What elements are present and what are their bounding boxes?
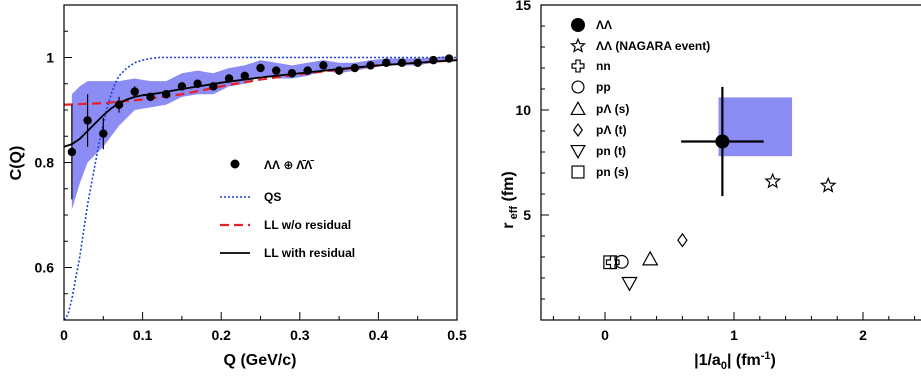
model-curves [64, 56, 457, 320]
marker-cross [571, 59, 585, 73]
marker-square [603, 255, 618, 270]
x-tick-label: 0.1 [133, 327, 153, 343]
legend-label: pΛ (s) [596, 102, 629, 116]
marker-triangle-down [621, 276, 638, 292]
data-point [444, 54, 454, 63]
data-point [193, 79, 202, 88]
left-plot-frame [63, 4, 458, 321]
x-tick-label: 0 [60, 327, 68, 343]
marker-star [764, 172, 782, 189]
data-point [272, 66, 281, 75]
data-point [413, 58, 422, 67]
left-x-axis-label: Q (GeV/c) [224, 352, 297, 369]
legend-label: ΛΛ ⊕ Λ̄Λ̄ [264, 158, 314, 172]
left-chart: 0 0.1 0.2 0.3 0.4 0.5 0.6 0.8 1 ΛΛ ⊕ Λ̄Λ̄ QS LL w/… [8, 4, 467, 369]
scatter-points [603, 86, 837, 292]
right-chart: 0 1 2 5 10 15 ΛΛ ΛΛ (NAGARA event) nn pp pΛ (s) pΛ… [500, 0, 921, 372]
data-point [334, 66, 344, 75]
data-point [303, 66, 312, 75]
data-point [287, 69, 297, 78]
left-legend: ΛΛ ⊕ Λ̄Λ̄ QS LL w/o residual LL with residu… [220, 158, 355, 260]
data-point [382, 58, 391, 67]
left-y-axis-label: C(Q) [8, 146, 25, 181]
marker-diamond [573, 123, 583, 137]
systematic-box-rect [718, 97, 793, 157]
right-x-axis-label: |1/a0| (fm-1) [694, 350, 776, 372]
x-tick-label: 1 [730, 327, 738, 343]
x-tick-label: 0.4 [369, 327, 389, 343]
data-point [99, 129, 108, 138]
marker-star [569, 37, 587, 53]
legend-label: pn (t) [596, 144, 626, 158]
right-axis-ticks: 0 1 2 5 10 15 [515, 0, 916, 343]
data-point [366, 61, 375, 70]
x-tick-label: 0 [601, 327, 609, 343]
marker-triangle-up [570, 100, 586, 116]
x-tick-label: 2 [859, 327, 867, 343]
legend-label: LL w/o residual [264, 218, 351, 232]
marker-circle [571, 80, 585, 94]
x-tick-label: 0.2 [211, 327, 231, 343]
data-point [256, 63, 265, 73]
qs-curve [64, 56, 457, 320]
legend-label: nn [596, 59, 611, 73]
y-tick-label: 1 [46, 50, 54, 66]
data-point [240, 71, 249, 81]
data-points [67, 54, 454, 200]
legend-label: ΛΛ (NAGARA event) [596, 39, 710, 53]
left-axis-ticks: 0 0.1 0.2 0.3 0.4 0.5 0.6 0.8 1 [35, 30, 467, 343]
y-tick-label: 5 [523, 207, 531, 223]
marker-triangle-up [641, 250, 659, 266]
data-point [83, 116, 92, 125]
legend-label: pp [596, 80, 611, 94]
data-point [319, 61, 328, 70]
legend-label: pΛ (t) [596, 123, 627, 137]
data-point [429, 55, 438, 65]
data-point [209, 82, 218, 91]
x-tick-label: 0.3 [290, 327, 310, 343]
legend-label: LL with residual [264, 246, 355, 260]
legend-label: pn (s) [596, 165, 629, 179]
data-point [130, 87, 139, 96]
legend-marker [230, 159, 240, 169]
data-point [161, 90, 171, 99]
data-point [397, 58, 407, 67]
marker-diamond [677, 232, 688, 248]
data-point [177, 82, 187, 91]
data-point [146, 92, 155, 102]
data-point [350, 63, 360, 73]
data-point [114, 100, 124, 109]
y-tick-label: 0.8 [35, 155, 55, 171]
marker-circle [614, 254, 629, 269]
legend-label: ΛΛ [596, 18, 612, 32]
y-tick-label: 10 [515, 102, 531, 118]
marker-triangle-down [570, 144, 586, 160]
ll-with-residual-curve [64, 59, 457, 148]
data-point [67, 147, 77, 157]
x-tick-label: 0.5 [447, 327, 467, 343]
data-point [224, 74, 234, 83]
marker-square [571, 165, 585, 179]
right-y-axis-label: r eff (fm) [500, 171, 520, 228]
y-tick-label: 0.6 [35, 260, 55, 276]
systematic-box [718, 97, 793, 157]
y-tick-label: 15 [515, 0, 531, 13]
marker-filled-circle [715, 134, 730, 149]
marker-filled-circle [571, 18, 585, 32]
right-legend: ΛΛ ΛΛ (NAGARA event) nn pp pΛ (s) pΛ (t) pn (t… [569, 18, 710, 179]
marker-star [819, 176, 837, 193]
legend-label: QS [264, 190, 281, 204]
